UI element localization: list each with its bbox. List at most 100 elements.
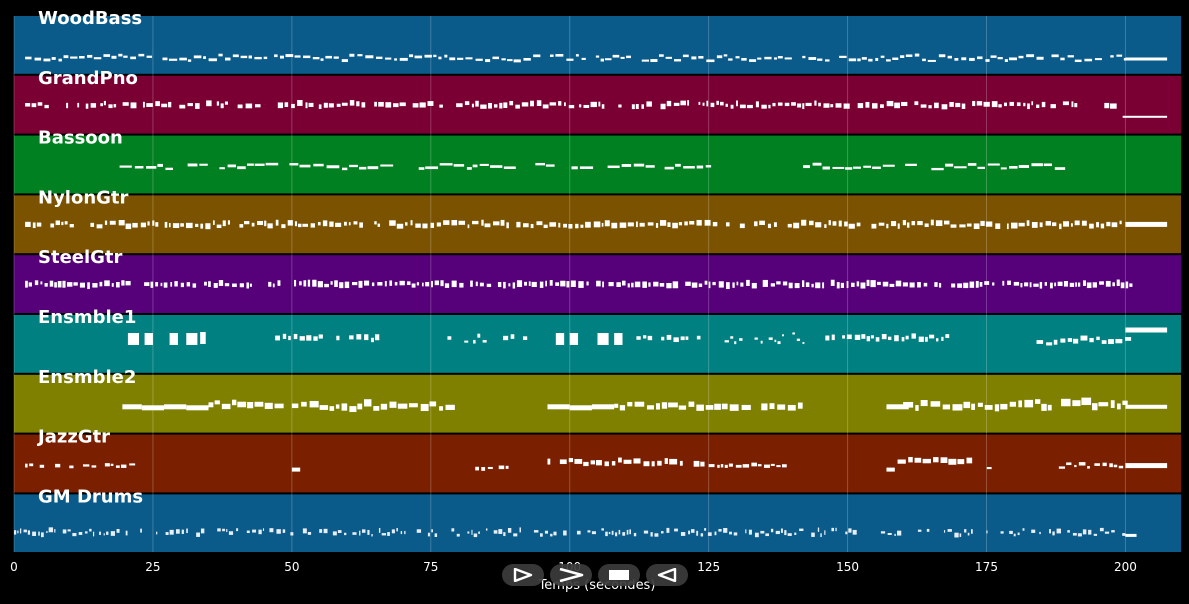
note [1016,102,1021,107]
note [187,103,193,107]
note [647,222,654,226]
note [724,340,729,343]
note [1094,463,1100,466]
note [1078,462,1086,466]
note [1061,398,1071,407]
note [377,282,383,286]
play-button[interactable] [502,564,544,586]
note [408,403,418,408]
note [688,401,695,407]
rewind-button[interactable] [646,564,688,586]
note [566,281,570,288]
note [48,527,54,533]
note [627,222,634,227]
note [751,462,757,467]
note [155,101,160,107]
note [866,279,870,287]
note [886,467,895,472]
note [1089,337,1094,343]
note [952,404,963,411]
note [945,334,950,339]
note [291,467,301,472]
note [673,102,680,106]
note [277,102,284,109]
note [162,57,168,61]
note [796,338,801,342]
note [227,220,230,225]
note [1018,400,1023,408]
note [129,463,136,466]
note [58,58,62,62]
note [515,104,520,109]
note [17,530,19,534]
note [464,340,469,343]
stop-icon [609,570,629,580]
note [1110,103,1117,109]
note [110,531,115,536]
note [902,220,907,226]
note [106,531,109,535]
track-label: GrandPno [38,68,138,89]
note [924,336,928,342]
note [781,464,787,468]
note [1060,57,1065,61]
note [227,164,237,168]
note [89,528,92,532]
note [706,100,709,107]
note [425,281,430,287]
note [405,222,408,226]
note [911,333,916,339]
note [165,532,169,536]
fast-forward-button[interactable] [550,564,592,586]
note [323,102,328,108]
note [307,531,312,535]
note [539,281,544,288]
note [29,463,34,467]
note [1104,531,1110,534]
note [973,223,980,230]
note [367,166,379,170]
note [237,401,247,408]
note [957,283,963,288]
note [497,282,502,288]
x-tick-label: 150 [836,560,860,574]
note [601,528,604,531]
note [516,221,521,228]
note [1031,163,1043,167]
note [984,404,993,410]
note [1110,55,1114,58]
note [569,333,579,345]
stop-button[interactable] [598,564,640,586]
note [287,220,293,226]
note [1018,165,1030,168]
note [79,282,85,288]
note [770,283,775,287]
note [774,57,778,60]
note [427,101,434,106]
note [285,54,294,58]
note [875,337,880,342]
note [237,166,246,170]
transport-controls [502,564,688,586]
note [1056,528,1061,534]
note [666,527,670,533]
track-9 [14,494,1181,552]
note [891,221,897,227]
note [634,401,645,407]
note [310,223,315,228]
note [37,102,43,106]
note [736,100,738,107]
note [957,459,965,465]
note [835,103,842,108]
note [34,57,42,61]
notes-ens1 [127,327,1168,346]
note [598,101,601,107]
note [1105,280,1111,287]
note [519,527,521,533]
note [451,280,457,288]
note [1045,221,1052,226]
note [231,399,237,406]
x-tick-label: 50 [284,560,300,574]
note [545,280,547,287]
note [397,403,408,409]
